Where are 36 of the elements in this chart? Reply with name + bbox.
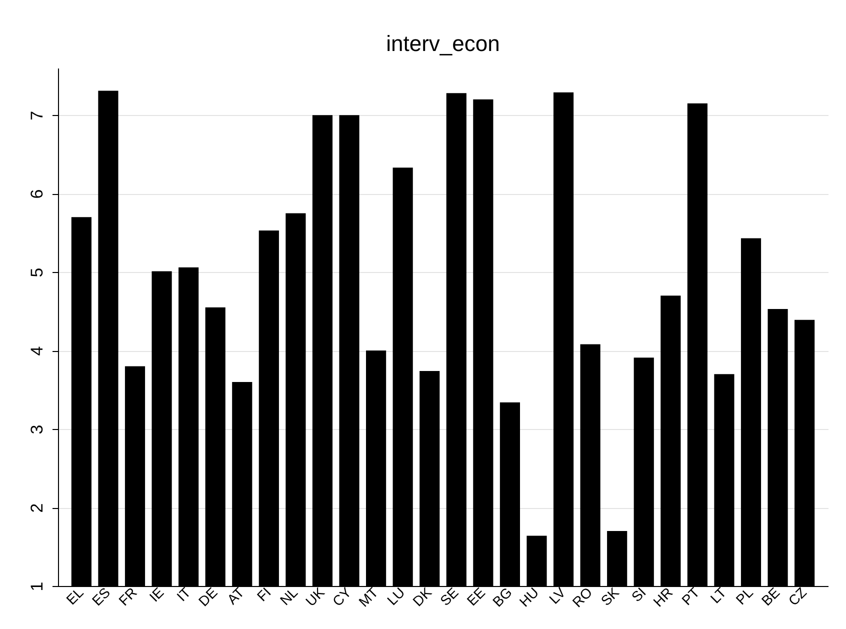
x-tick-label: CZ (785, 584, 810, 609)
x-tick-label: UK (302, 584, 328, 610)
x-tick-label: PL (732, 584, 756, 608)
x-tick-label: LU (384, 584, 408, 608)
x-tick-label: NL (276, 584, 301, 608)
x-tick-label: BG (489, 584, 515, 610)
x-tick-label: FR (115, 584, 140, 609)
y-tick-label: 3 (28, 424, 46, 434)
y-tick-label: 1 (28, 582, 46, 592)
x-tick-label: EL (62, 584, 87, 608)
y-tick-label: 7 (28, 110, 46, 120)
x-tick-label: PT (678, 584, 703, 608)
x-tick-label: MT (355, 584, 382, 610)
x-tick-label: FI (254, 584, 274, 604)
x-tick-label: CY (329, 584, 355, 610)
x-tick-label: IT (173, 584, 194, 604)
x-tick-label: HR (650, 584, 676, 610)
x-tick-label: SK (598, 584, 622, 609)
x-tick-label: ES (88, 584, 114, 609)
x-tick-label: HU (516, 584, 542, 610)
y-tick-label: 2 (28, 503, 46, 513)
x-tick-label: RO (569, 584, 596, 610)
x-tick-label: LV (546, 584, 569, 607)
chart-title: interv_econ (386, 31, 500, 56)
x-tick-label: EE (464, 584, 488, 609)
x-tick-label: DE (195, 584, 220, 610)
x-tick-label: SE (436, 584, 462, 609)
x-tick-label: SI (628, 584, 649, 605)
x-tick-label: DK (409, 584, 436, 610)
y-tick-label: 6 (28, 189, 46, 199)
x-tick-label: LT (707, 584, 730, 606)
y-tick-label: 5 (28, 268, 46, 278)
x-tick-label: BE (758, 584, 783, 609)
x-tick-label: AT (224, 584, 248, 608)
y-tick-label: 4 (28, 346, 46, 356)
x-tick-label: IE (146, 584, 167, 605)
